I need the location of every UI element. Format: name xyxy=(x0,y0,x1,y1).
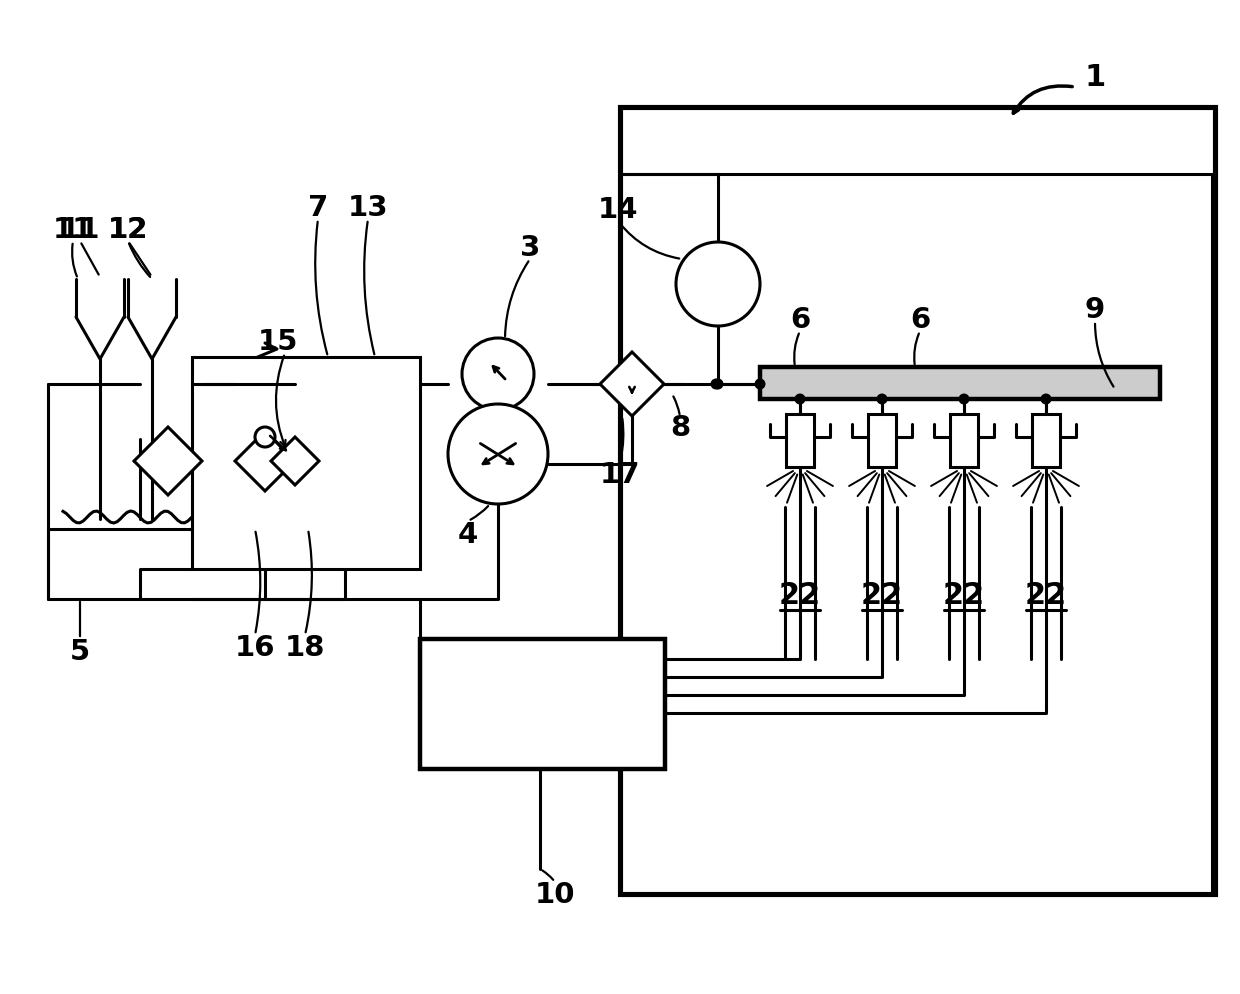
Bar xyxy=(760,368,1159,400)
Text: 10: 10 xyxy=(534,880,575,909)
Text: 22: 22 xyxy=(1025,580,1068,609)
Circle shape xyxy=(676,243,760,327)
Bar xyxy=(420,639,665,769)
Polygon shape xyxy=(236,431,295,491)
Text: 16: 16 xyxy=(234,633,275,661)
Polygon shape xyxy=(134,427,202,495)
Bar xyxy=(192,358,420,570)
Circle shape xyxy=(1040,394,1052,406)
Text: 14: 14 xyxy=(598,196,639,224)
Text: 12: 12 xyxy=(108,216,149,244)
Text: 9: 9 xyxy=(1085,295,1105,324)
Text: 22: 22 xyxy=(861,580,903,609)
Circle shape xyxy=(959,394,970,406)
Text: 6: 6 xyxy=(790,306,810,334)
Circle shape xyxy=(448,405,548,505)
Text: 12: 12 xyxy=(108,216,149,244)
Text: 15: 15 xyxy=(258,328,298,356)
Circle shape xyxy=(795,394,806,406)
Text: 8: 8 xyxy=(670,414,691,441)
Circle shape xyxy=(754,379,765,390)
Text: 13: 13 xyxy=(347,194,388,222)
Bar xyxy=(340,439,410,500)
Text: 11: 11 xyxy=(60,216,100,244)
Bar xyxy=(620,108,1215,894)
Bar xyxy=(950,414,978,467)
Text: 1: 1 xyxy=(1084,64,1106,92)
Text: 22: 22 xyxy=(942,580,985,609)
Circle shape xyxy=(255,427,275,447)
Text: 7: 7 xyxy=(308,194,329,222)
Circle shape xyxy=(877,394,888,406)
Text: 17: 17 xyxy=(600,460,640,488)
Circle shape xyxy=(713,379,723,390)
Polygon shape xyxy=(272,437,319,485)
Text: 4: 4 xyxy=(458,521,479,549)
Text: 3: 3 xyxy=(520,234,541,261)
Text: 6: 6 xyxy=(910,306,930,334)
Circle shape xyxy=(711,379,722,390)
Bar xyxy=(786,414,813,467)
Text: 5: 5 xyxy=(69,637,91,665)
Bar xyxy=(1032,414,1060,467)
Text: 18: 18 xyxy=(285,633,325,661)
Text: 22: 22 xyxy=(779,580,821,609)
Text: 11: 11 xyxy=(53,216,93,244)
Circle shape xyxy=(463,339,534,411)
Polygon shape xyxy=(600,353,663,416)
Bar xyxy=(868,414,897,467)
